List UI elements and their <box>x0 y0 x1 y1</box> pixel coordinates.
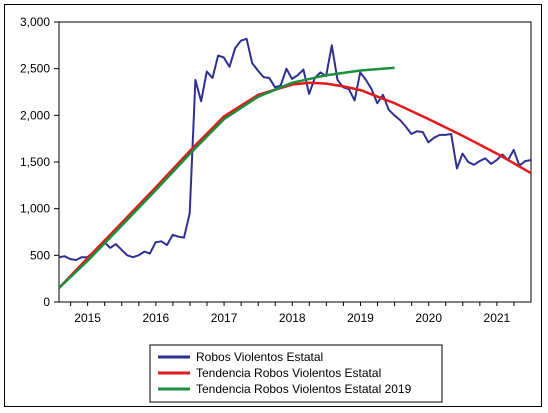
x-tick-label-2016: 2016 <box>143 311 170 325</box>
chart-frame <box>4 4 542 407</box>
y-tick-label-0: 0 <box>43 295 50 309</box>
y-tick-label-1500: 1,500 <box>20 155 50 169</box>
series-layer <box>58 37 532 289</box>
y-tick-label-2000: 2,000 <box>20 108 50 122</box>
legend: Robos Violentos Estatal Tendencia Robos V… <box>149 344 443 403</box>
y-tick-label-2500: 2,500 <box>20 62 50 76</box>
axes: 0 500 1,000 1,500 2,000 2,500 3,000 2015 2016 201… <box>20 15 532 325</box>
x-tick-label-2020: 2020 <box>415 311 442 325</box>
series-line-2 <box>58 81 532 289</box>
x-tick-label-2017: 2017 <box>211 311 238 325</box>
x-tick-label-2019: 2019 <box>347 311 374 325</box>
x-tick-label-2018: 2018 <box>279 311 306 325</box>
legend-box <box>149 344 443 403</box>
y-tick-label-1000: 1,000 <box>20 202 50 216</box>
legend-label-1: Robos Violentos Estatal <box>196 350 323 364</box>
x-tick-label-2021: 2021 <box>484 311 511 325</box>
series-line-1 <box>58 37 531 261</box>
x-tick-label-2015: 2015 <box>74 311 101 325</box>
legend-label-2: Tendencia Robos Violentos Estatal <box>196 366 381 380</box>
series-line-3 <box>58 66 395 289</box>
legend-label-3: Tendencia Robos Violentos Estatal 2019 <box>196 382 412 396</box>
y-tick-label-500: 500 <box>30 248 50 262</box>
y-tick-label-3000: 3,000 <box>20 15 50 29</box>
